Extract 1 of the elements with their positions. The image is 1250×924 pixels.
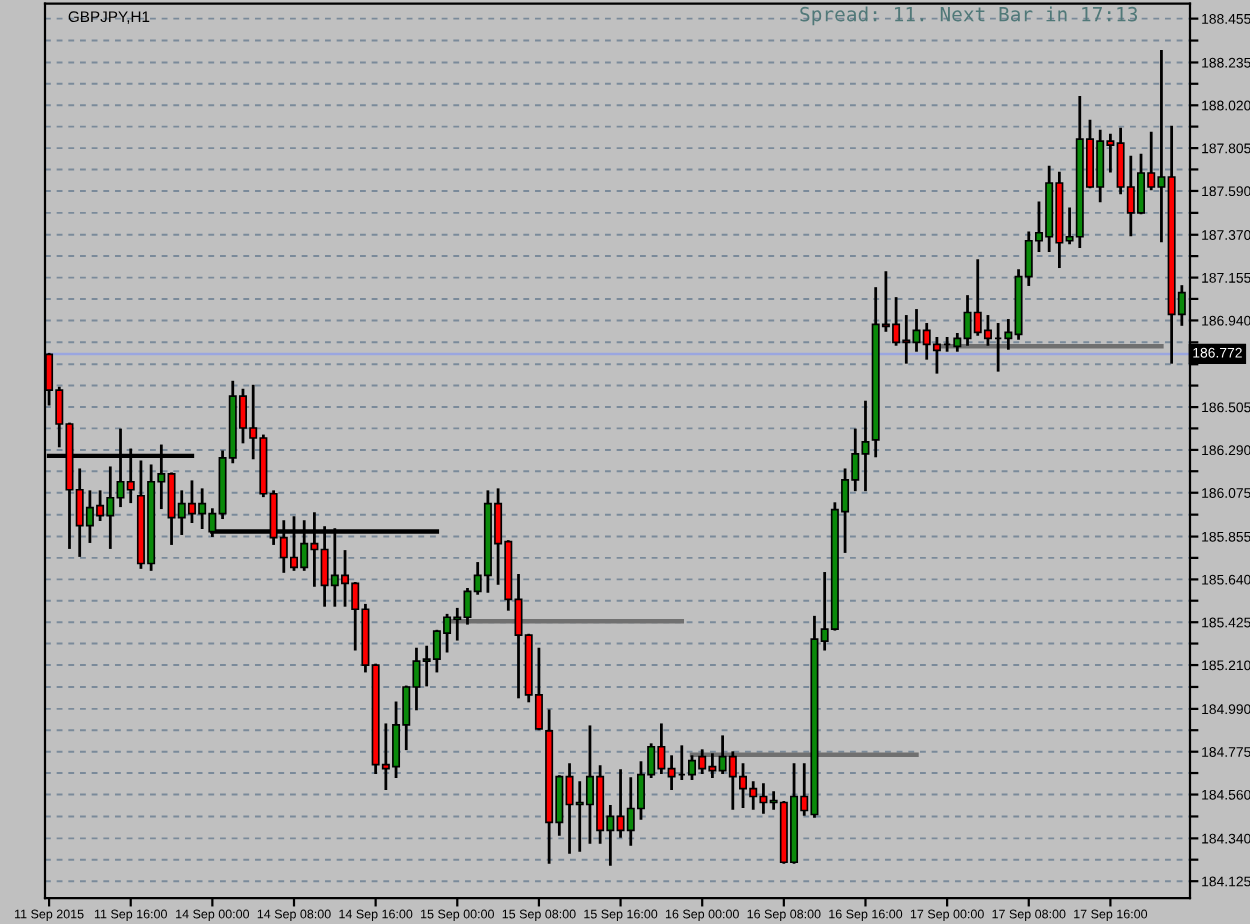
annotation: Spread: 11. Next Bar in 17:13	[800, 6, 1138, 26]
